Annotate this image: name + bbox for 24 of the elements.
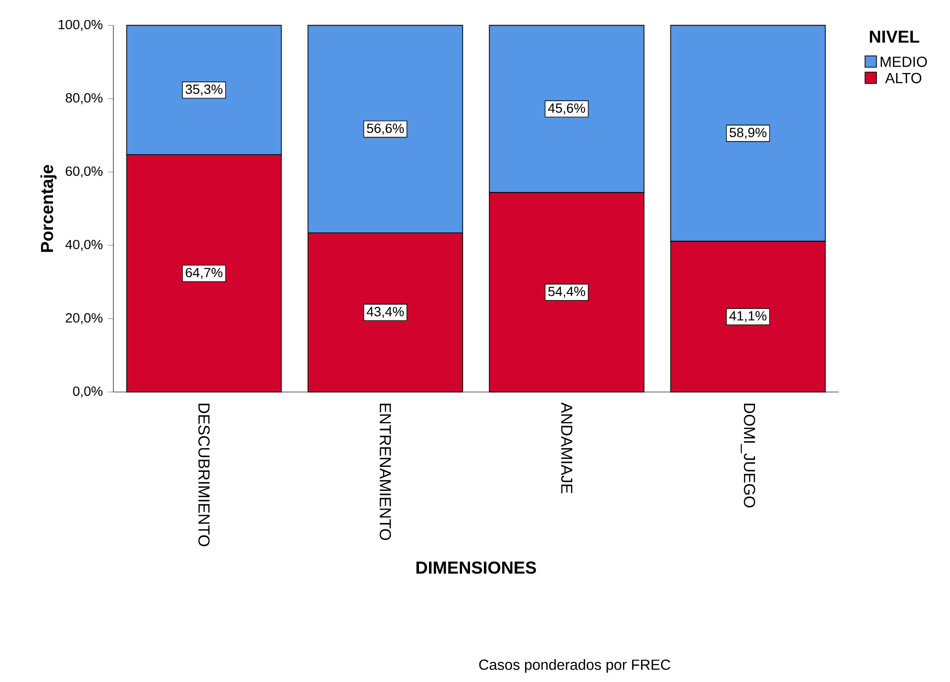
y-tick-label: 40,0% <box>65 240 102 251</box>
legend-label: MEDIO <box>880 56 927 67</box>
x-axis-title: DIMENSIONES <box>416 561 536 574</box>
y-tick-label: 80,0% <box>66 93 102 104</box>
data-label: 41,1% <box>729 311 766 322</box>
text: Casos ponderados por FREC <box>479 659 670 673</box>
data-label: 43,4% <box>366 306 404 318</box>
legend-title: NIVEL <box>870 30 920 43</box>
x-tick-label: ENTRENAMIENTO <box>380 404 391 540</box>
x-tick-label: DOMI_JUEGO <box>740 404 756 508</box>
y-tick-label: 60,0% <box>66 166 102 178</box>
legend-label: ALTO <box>885 72 922 84</box>
y-tick-label: 0,0% <box>73 386 102 398</box>
data-label: 54,4% <box>548 286 586 298</box>
data-label: 56,6% <box>366 124 404 135</box>
data-label: 35,3% <box>186 84 222 96</box>
y-tick-label: 20,0% <box>66 313 102 324</box>
data-label: 58,9% <box>730 128 766 139</box>
data-label: 64,7% <box>186 268 222 279</box>
x-tick-label: ANDAMIAJE <box>561 402 572 494</box>
data-label: 45,6% <box>548 103 586 114</box>
x-tick-label: DESCUBRIMIENTO <box>198 404 210 546</box>
y-axis-title: Porcentaje <box>40 164 57 252</box>
y-tick-label: 100,0% <box>58 20 102 31</box>
